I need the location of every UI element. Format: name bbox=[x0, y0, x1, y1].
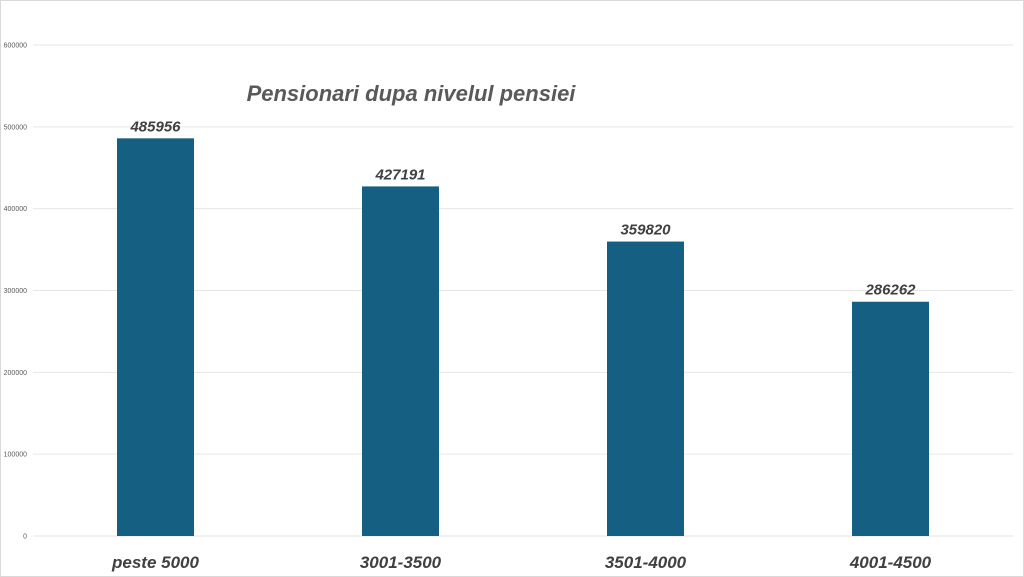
data-label: 485956 bbox=[129, 118, 181, 135]
gridlines bbox=[33, 44, 1013, 537]
y-tick-label: 500000 bbox=[4, 124, 27, 131]
bar bbox=[362, 186, 439, 537]
y-tick-label: 300000 bbox=[4, 288, 27, 295]
bar bbox=[852, 301, 929, 536]
chart-title: Pensionari dupa nivelul pensiei bbox=[247, 81, 577, 106]
y-tick-label: 400000 bbox=[4, 206, 27, 213]
category-label: 3001-3500 bbox=[360, 553, 442, 572]
data-label: 286262 bbox=[864, 282, 916, 299]
y-axis-tick-labels: 0 100000 200000 300000 400000 500000 600000 bbox=[4, 43, 27, 541]
category-label: peste 5000 bbox=[111, 553, 199, 572]
y-tick-label: 0 bbox=[23, 534, 27, 541]
bar bbox=[607, 241, 684, 536]
data-labels: 485956 427191 359820 286262 bbox=[129, 118, 916, 298]
y-tick-label: 200000 bbox=[4, 370, 27, 377]
bars bbox=[117, 138, 929, 537]
category-label: 4001-4500 bbox=[849, 553, 932, 572]
data-label: 359820 bbox=[620, 222, 671, 239]
bar bbox=[117, 138, 194, 537]
category-labels: peste 5000 3001-3500 3501-4000 4001-4500 bbox=[111, 553, 932, 572]
data-label: 427191 bbox=[374, 166, 425, 183]
y-tick-label: 600000 bbox=[4, 43, 27, 50]
category-label: 3501-4000 bbox=[605, 553, 687, 572]
y-tick-label: 100000 bbox=[4, 452, 27, 459]
